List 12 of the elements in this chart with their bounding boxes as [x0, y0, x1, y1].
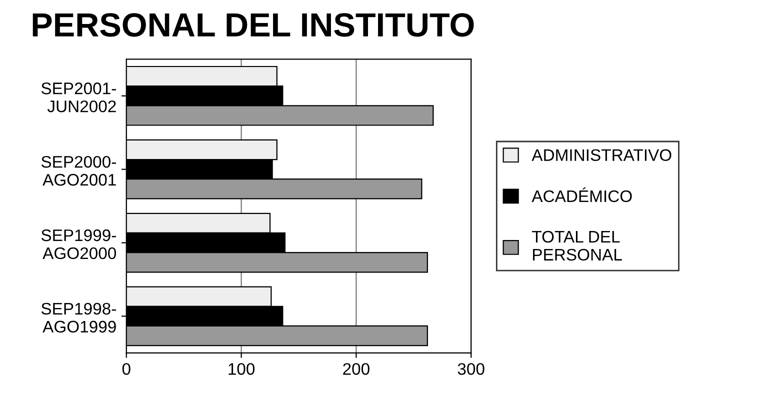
x-tick-label: 300: [458, 363, 484, 375]
y-tick-label: SEP2001- JUN2002: [41, 82, 116, 112]
x-tick-label: 0: [122, 363, 130, 375]
legend-label: TOTAL DEL PERSONAL: [532, 230, 622, 261]
y-tick-label: SEP2000- AGO2001: [41, 156, 116, 186]
y-tick-label: SEP1999- AGO2000: [41, 229, 116, 260]
chart-title: PERSONAL DEL INSTITUTO: [32, 13, 474, 37]
legend-label: ADMINISTRATIVO: [532, 149, 672, 161]
legend-label: ACADÉMICO: [532, 188, 632, 202]
y-tick-label: SEP1998- AGO1999: [41, 302, 116, 333]
x-tick-label: 100: [228, 363, 255, 375]
x-tick-label: 200: [343, 363, 370, 375]
